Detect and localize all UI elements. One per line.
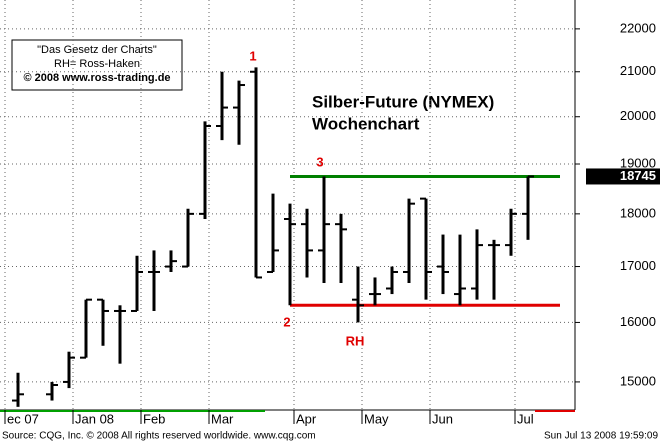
legend-box <box>11 39 183 91</box>
y-tick-label: 17000 <box>620 258 656 273</box>
y-tick-label: 16000 <box>620 314 656 329</box>
y-tick-label: 19000 <box>620 155 656 170</box>
last-price-box <box>586 168 660 185</box>
annotation: 2 <box>283 314 290 329</box>
source: Source: CQG, Inc. © 2008 All rights rese… <box>2 431 316 442</box>
y-tick-label: 21000 <box>620 63 656 78</box>
legend-text: RH= Ross-Haken <box>54 58 140 70</box>
last-price: 18745 <box>620 168 656 183</box>
timestamp: Sun Jul 13 2008 19:59:09 <box>544 431 658 442</box>
annotation: 3 <box>316 154 323 169</box>
annotation: 1 <box>249 48 256 63</box>
x-tick-label: Apr <box>296 411 317 426</box>
chart-subtitle: Wochenchart <box>312 114 420 133</box>
y-tick-label: 15000 <box>620 373 656 388</box>
y-tick-label: 22000 <box>620 20 656 35</box>
y-tick-label: 18000 <box>620 205 656 220</box>
x-tick-label: ec 07 <box>7 411 39 426</box>
x-tick-label: Feb <box>143 411 165 426</box>
x-tick-label: Jun <box>432 411 453 426</box>
chart-title: Silber-Future (NYMEX) <box>312 92 494 111</box>
x-tick-label: Jan 08 <box>75 411 114 426</box>
x-tick-label: May <box>364 411 389 426</box>
legend-text: "Das Gesetz der Charts" <box>37 44 157 56</box>
legend-text: © 2008 www.ross-trading.de <box>23 72 170 84</box>
x-tick-label: Mar <box>211 411 234 426</box>
annotation: RH <box>346 333 365 348</box>
x-tick-label: Jul <box>517 411 534 426</box>
y-tick-label: 20000 <box>620 108 656 123</box>
